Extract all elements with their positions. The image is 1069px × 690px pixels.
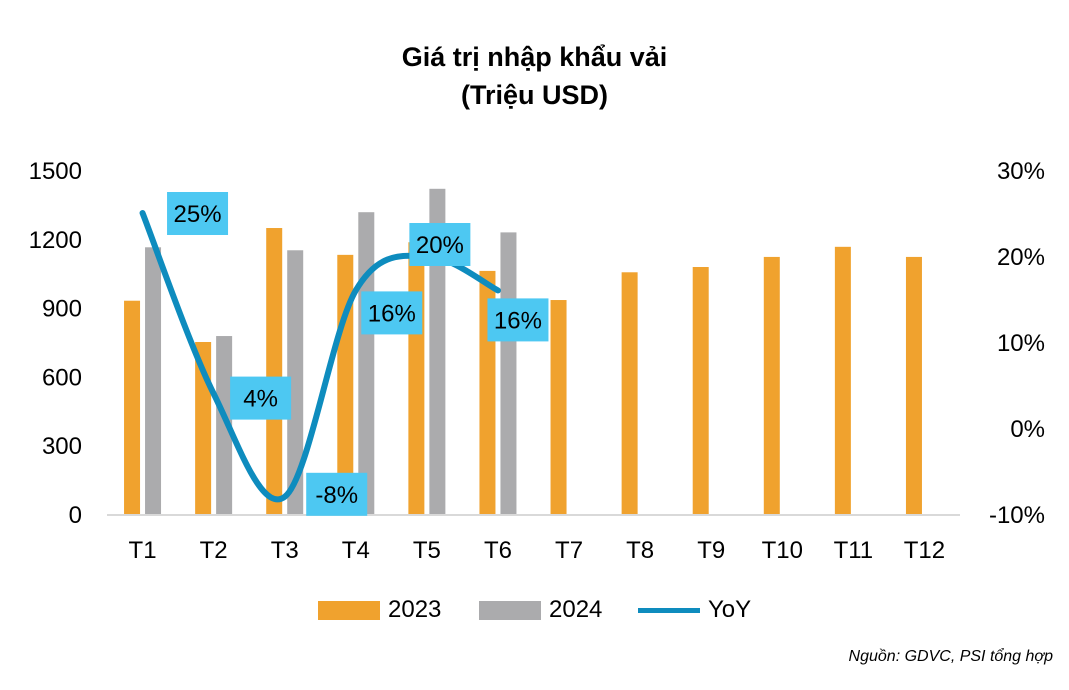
yoy-label-box	[306, 472, 368, 516]
yoy-data-label: 25%	[174, 201, 222, 228]
left-tick-label: 900	[42, 296, 82, 323]
x-tick-label: T2	[200, 537, 228, 564]
x-tick-label: T9	[697, 537, 725, 564]
legend-swatch-2023	[318, 600, 380, 620]
yoy-label-box	[409, 223, 471, 266]
x-tick-label: T12	[904, 537, 945, 564]
right-tick-label: -10%	[989, 502, 1045, 529]
bar-2023-T7	[550, 300, 567, 514]
yoy-data-label: -8%	[315, 482, 358, 509]
left-tick-label: 0	[69, 502, 82, 529]
bar-2023-T9	[692, 267, 709, 514]
bar-2024-T1	[145, 247, 162, 514]
bar-2024-T4	[358, 212, 375, 514]
yoy-data-label: 20%	[416, 232, 464, 259]
source-note: Nguồn: GDVC, PSI tổng hợp	[848, 648, 1053, 665]
yoy-label-box	[230, 376, 292, 420]
legend-swatch-yoy	[638, 607, 700, 613]
bar-2023-T8	[621, 272, 638, 514]
legend-2024: 2024	[479, 596, 602, 624]
right-tick-label: 30%	[997, 158, 1045, 185]
yoy-data-label: 4%	[243, 386, 278, 413]
yoy-label-box	[487, 298, 549, 342]
x-tick-label: T11	[834, 537, 874, 564]
yoy-label-box	[167, 192, 229, 235]
subtitle-line: (Triệu USD)	[460, 80, 608, 110]
x-tick-label: T7	[555, 537, 583, 564]
legend-yoy: YoY	[638, 596, 751, 624]
yoy-data-label: 16%	[494, 307, 542, 334]
title-line: Giá trị nhập khẩu vải	[401, 42, 668, 72]
bar-2023-T10	[763, 256, 780, 514]
legend-label-2024: 2024	[549, 596, 603, 623]
x-tick-label: T4	[342, 537, 370, 564]
bar-2023-T12	[905, 256, 922, 514]
legend-2023: 2023	[318, 596, 441, 624]
right-tick-label: 0%	[1010, 416, 1045, 443]
x-tick-label: T3	[271, 537, 299, 564]
yoy-data-label: 16%	[368, 300, 416, 327]
bar-2023-T3	[266, 228, 283, 514]
bar-2024-T6	[500, 232, 517, 514]
right-tick-label: 20%	[997, 244, 1045, 271]
legend-label-yoy: YoY	[708, 596, 752, 623]
x-tick-label: T8	[626, 537, 654, 564]
x-tick-label: T1	[129, 537, 157, 564]
chart-title: Giá trị nhập khẩu vải (Triệu USD)	[0, 38, 1069, 114]
right-tick-label: 10%	[997, 330, 1045, 357]
x-tick-label: T10	[762, 537, 803, 564]
yoy-label-box	[361, 291, 423, 335]
legend-swatch-2024	[479, 600, 541, 620]
bar-2023-T11	[834, 246, 851, 514]
left-tick-label: 300	[42, 433, 82, 460]
left-tick-label: 1200	[29, 227, 82, 254]
left-tick-label: 600	[42, 364, 82, 391]
x-tick-label: T6	[484, 537, 512, 564]
x-tick-label: T5	[413, 537, 441, 564]
bar-2024-T3	[287, 250, 304, 514]
bar-2024-T2	[216, 336, 233, 514]
legend-label-2023: 2023	[388, 596, 442, 623]
left-tick-label: 1500	[29, 158, 82, 185]
bar-2023-T1	[124, 300, 141, 514]
bar-2023-T5	[408, 242, 425, 515]
bar-2024-T5	[429, 188, 446, 514]
